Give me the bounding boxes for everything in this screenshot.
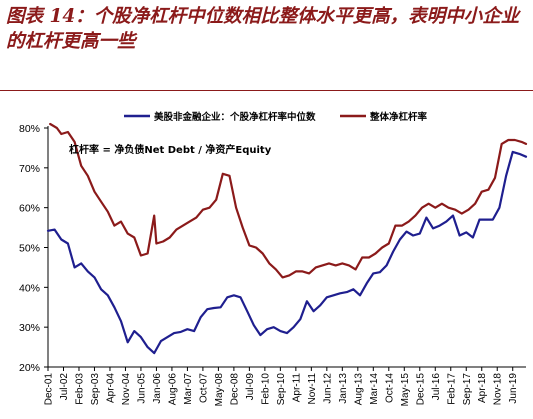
x-tick-label: Jul-02 — [59, 373, 70, 401]
series-line-median — [46, 150, 528, 355]
x-tick-label: Mar-14 — [369, 373, 380, 405]
legend-label: 美股非金融企业：个股净杠杆率中位数 — [153, 111, 316, 123]
x-tick-label: May-08 — [214, 373, 225, 407]
x-tick-label: Aug-06 — [167, 373, 178, 406]
x-tick-label: Apr-04 — [105, 373, 116, 403]
x-tick-label: Dec-01 — [44, 373, 55, 406]
x-tick-label: Jun-05 — [136, 373, 147, 404]
x-tick-label: Nov-11 — [307, 373, 318, 405]
x-tick-label: Feb-03 — [74, 373, 85, 405]
x-tick-label: Oct-14 — [384, 373, 395, 403]
y-tick-label: 40% — [19, 282, 40, 294]
y-tick-label: 70% — [19, 163, 40, 175]
x-tick-label: Jul-16 — [431, 373, 442, 401]
y-tick-label: 50% — [19, 243, 40, 255]
y-tick-label: 60% — [19, 203, 40, 215]
x-tick-label: Mar-07 — [183, 373, 194, 405]
x-tick-label: Sep-17 — [462, 373, 473, 406]
x-tick-label: May-15 — [400, 373, 411, 407]
x-tick-label: Nov-04 — [121, 373, 132, 406]
figure-title: 图表 14：个股净杠杆中位数相比整体水平更高，表明中小企业的杠杆更高一些 — [6, 6, 520, 52]
x-tick-label: Jan-06 — [152, 373, 163, 404]
x-tick-label: Jul-09 — [245, 373, 256, 401]
x-tick-label: Oct-07 — [198, 373, 209, 403]
x-tick-label: Apr-11 — [291, 373, 302, 403]
x-tick-label: Dec-08 — [229, 373, 240, 406]
chart-axes: 20% 30% 40% 50% 60% 70% 80% Dec-01 Jul-02 Feb-03 S… — [19, 123, 526, 406]
y-tick-label: 20% — [19, 362, 40, 374]
x-tick-label: Sep-10 — [276, 373, 287, 406]
x-tick-label: Jan-13 — [338, 373, 349, 404]
chart-legend: 美股非金融企业：个股净杠杆率中位数 整体净杠杆率 — [124, 111, 428, 123]
x-tick-label: Jun-19 — [508, 373, 519, 404]
chart-annotation: 杠杆率 = 净负债Net Debt / 净资产Equity — [69, 143, 272, 156]
x-tick-label: Sep-03 — [90, 373, 101, 406]
series-layer — [46, 122, 528, 355]
y-tick-label: 30% — [19, 322, 40, 334]
x-tick-label: Feb-17 — [446, 373, 457, 405]
x-tick-label: Aug-13 — [353, 373, 364, 406]
x-tick-label: Feb-10 — [260, 373, 271, 405]
title-rule — [0, 90, 533, 91]
series-line-aggregate — [49, 122, 528, 279]
y-tick-label: 80% — [19, 123, 40, 135]
x-tick-label: Dec-15 — [415, 373, 426, 406]
x-tick-label: Nov-18 — [493, 373, 504, 406]
legend-label: 整体净杠杆率 — [369, 111, 428, 123]
x-tick-label: Jun-12 — [322, 373, 333, 404]
x-tick-label: Apr-18 — [477, 373, 488, 403]
